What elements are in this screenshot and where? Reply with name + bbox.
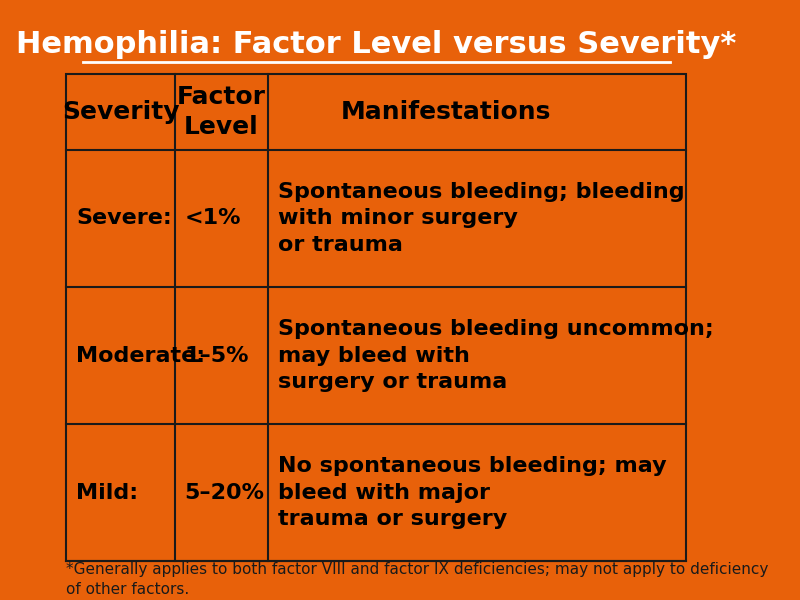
Text: *Generally applies to both factor VIII and factor IX deficiencies; may not apply: *Generally applies to both factor VIII a… bbox=[66, 562, 769, 596]
Text: Spontaneous bleeding uncommon;
may bleed with
surgery or trauma: Spontaneous bleeding uncommon; may bleed… bbox=[278, 319, 714, 392]
Text: Severe:: Severe: bbox=[76, 208, 172, 229]
Text: Moderate:: Moderate: bbox=[76, 346, 206, 365]
Text: <1%: <1% bbox=[185, 208, 241, 229]
Text: Severity: Severity bbox=[62, 100, 179, 124]
Text: 5–20%: 5–20% bbox=[185, 483, 265, 503]
Text: 1–5%: 1–5% bbox=[185, 346, 249, 365]
Text: Factor
Level: Factor Level bbox=[177, 85, 266, 139]
FancyBboxPatch shape bbox=[66, 74, 686, 562]
Text: Manifestations: Manifestations bbox=[341, 100, 551, 124]
Text: Hemophilia: Factor Level versus Severity*: Hemophilia: Factor Level versus Severity… bbox=[16, 30, 736, 59]
Text: Mild:: Mild: bbox=[76, 483, 138, 503]
Text: Spontaneous bleeding; bleeding
with minor surgery
or trauma: Spontaneous bleeding; bleeding with mino… bbox=[278, 182, 684, 255]
Text: No spontaneous bleeding; may
bleed with major
trauma or surgery: No spontaneous bleeding; may bleed with … bbox=[278, 457, 666, 529]
